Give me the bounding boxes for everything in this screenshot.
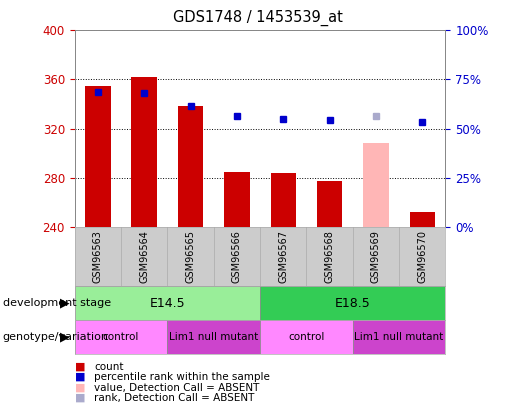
Text: E14.5: E14.5 [149,296,185,310]
Bar [75,320,167,354]
Bar [178,107,203,227]
Text: ■: ■ [75,362,85,371]
Text: rank, Detection Call = ABSENT: rank, Detection Call = ABSENT [94,393,254,403]
Bar [353,320,445,354]
Bar [260,286,445,320]
Text: Lim1 null mutant: Lim1 null mutant [354,332,444,342]
Text: ■: ■ [75,393,85,403]
Bar [224,172,250,227]
Text: Lim1 null mutant: Lim1 null mutant [169,332,259,342]
Text: GSM96568: GSM96568 [324,230,335,283]
Bar [317,181,342,227]
Text: E18.5: E18.5 [335,296,371,310]
Bar [409,212,435,227]
Text: control: control [288,332,324,342]
Text: percentile rank within the sample: percentile rank within the sample [94,372,270,382]
Text: GDS1748 / 1453539_at: GDS1748 / 1453539_at [173,10,342,26]
Text: GSM96569: GSM96569 [371,230,381,283]
Text: GSM96570: GSM96570 [417,230,427,283]
Bar [260,320,353,354]
Text: GSM96563: GSM96563 [93,230,103,283]
Text: GSM96565: GSM96565 [185,230,196,283]
Text: count: count [94,362,124,371]
Text: ▶: ▶ [60,330,70,343]
Bar [131,77,157,227]
Text: GSM96567: GSM96567 [278,230,288,283]
Text: GSM96566: GSM96566 [232,230,242,283]
Bar [363,143,389,227]
Text: GSM96564: GSM96564 [139,230,149,283]
Text: ■: ■ [75,383,85,392]
Text: value, Detection Call = ABSENT: value, Detection Call = ABSENT [94,383,260,392]
Text: genotype/variation: genotype/variation [3,332,109,342]
Bar [167,320,260,354]
Text: ▶: ▶ [60,296,70,310]
Bar [270,173,296,227]
Text: ■: ■ [75,372,85,382]
Bar [75,286,260,320]
Text: development stage: development stage [3,298,111,308]
Bar [85,85,111,227]
Text: control: control [103,332,139,342]
